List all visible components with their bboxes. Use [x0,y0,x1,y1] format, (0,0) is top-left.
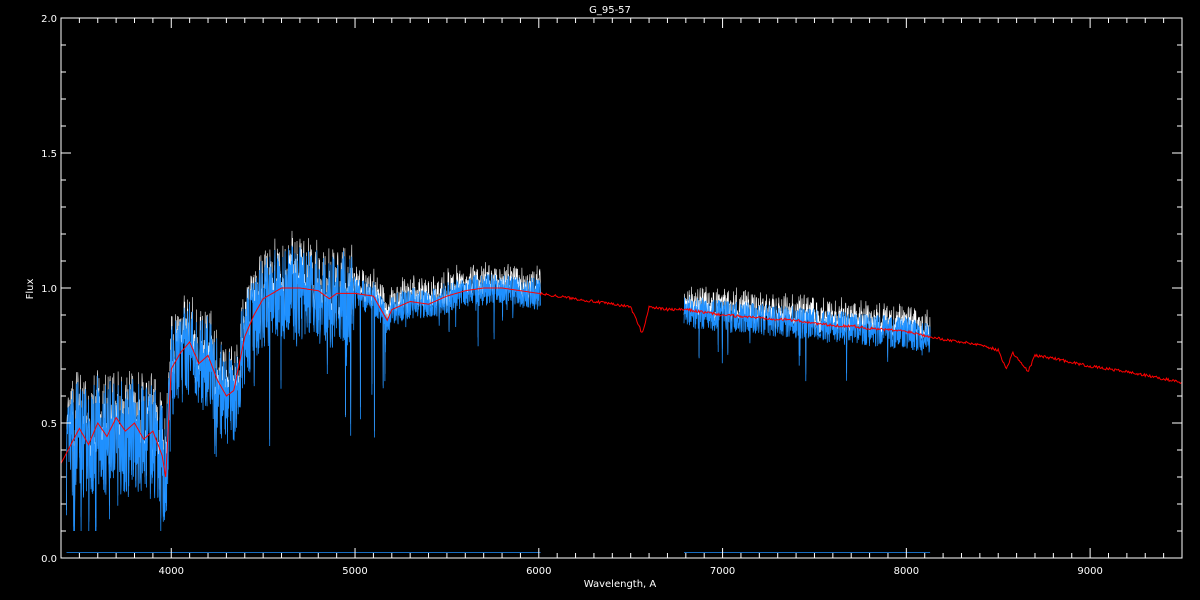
observed-spectrum [66,245,541,532]
x-tick-label: 9000 [1077,566,1102,577]
axes: 4000 5000 6000 7000 8000 9000 0.0 0.5 1.0 1.5 2.0 [41,14,1183,577]
y-tick-label: 0.0 [41,554,57,565]
x-tick-label: 6000 [526,566,551,577]
model-spectrum [60,287,1182,478]
y-axis-label: Flux [25,279,36,300]
observed-spectrum [683,296,931,382]
x-tick-label: 8000 [894,566,919,577]
y-tick-label: 2.0 [41,14,57,25]
y-tick-label: 1.0 [41,284,57,295]
x-axis-label: Wavelength, A [584,579,657,590]
y-tick-label: 1.5 [41,149,57,160]
series-layer [60,230,1182,553]
chart-title: G_95-57 [589,5,631,16]
y-tick-label: 0.5 [41,419,57,430]
x-tick-label: 5000 [342,566,367,577]
x-tick-label: 7000 [710,566,735,577]
plot-frame [60,17,1183,559]
x-tick-label: 4000 [159,566,184,577]
